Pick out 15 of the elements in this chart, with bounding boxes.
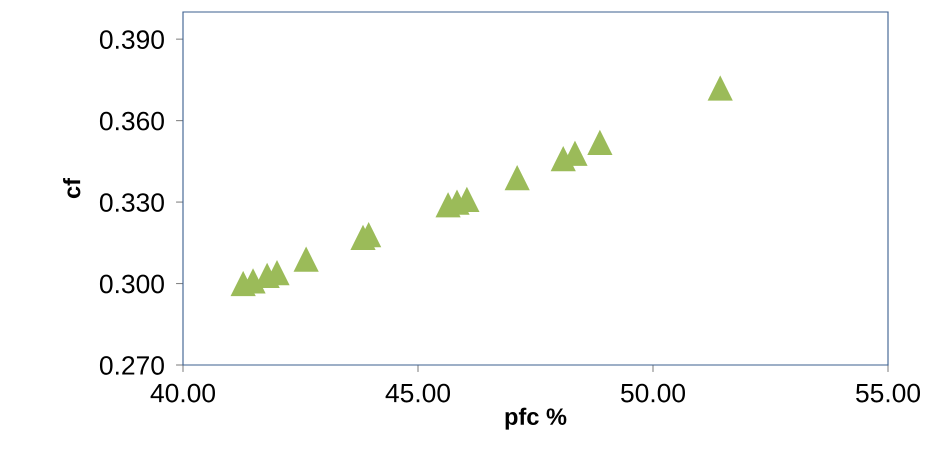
y-tick-label: 0.270 xyxy=(100,356,164,375)
x-tick-label: 55.00 xyxy=(856,384,920,402)
y-axis-title: cf xyxy=(63,178,80,198)
y-tick-label: 0.390 xyxy=(100,30,164,49)
x-tick-label: 45.00 xyxy=(386,384,450,402)
point xyxy=(708,75,733,101)
point xyxy=(587,130,613,155)
x-tick-label: 50.00 xyxy=(621,384,685,402)
point xyxy=(294,246,319,272)
point xyxy=(504,165,530,190)
y-tick-label: 0.360 xyxy=(100,112,164,130)
x-axis-title: pfc % xyxy=(506,408,566,430)
y-tick-label: 0.300 xyxy=(100,274,164,294)
x-tick-label: 40.00 xyxy=(150,384,215,402)
y-tick-label: 0.330 xyxy=(100,193,164,212)
